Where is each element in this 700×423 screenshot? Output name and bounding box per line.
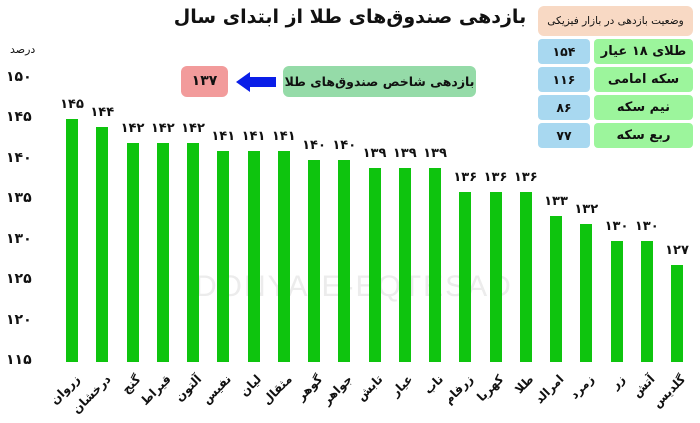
- x-tick-label: طلا: [512, 372, 537, 397]
- chart-title: بازدهی صندوق‌های طلا از ابتدای سال: [173, 6, 527, 28]
- bar: [247, 151, 260, 362]
- y-tick-label: ۱۳۵: [6, 190, 32, 206]
- bar: [671, 264, 683, 362]
- x-tick-label: جواهر: [319, 372, 356, 408]
- bar: [217, 151, 230, 362]
- bar-value-label: ۱۴۱: [241, 129, 266, 145]
- bar: [66, 119, 78, 362]
- physical-market-name: ربع سکه: [594, 123, 693, 148]
- x-tick-label: زمرد: [567, 372, 598, 402]
- x-tick-label: ناب: [421, 372, 446, 397]
- x-tick-label: زر: [607, 372, 628, 392]
- x-tick-label: آلتون: [171, 372, 204, 405]
- physical-market-value: ۱۱۶: [538, 67, 590, 92]
- index-return-label: بازدهی شاخص صندوق‌های طلا: [283, 66, 476, 97]
- y-axis-unit-label: درصد: [10, 43, 36, 56]
- physical-market-value: ۱۵۴: [538, 39, 590, 64]
- bar: [580, 224, 593, 362]
- x-tick-label: نفیس: [199, 372, 235, 407]
- index-return-value: ۱۳۷: [181, 66, 228, 97]
- bar-value-label: ۱۴۱: [271, 129, 296, 145]
- bar-value-label: ۱۳۶: [513, 169, 538, 185]
- bar-value-label: ۱۴۲: [150, 121, 175, 137]
- x-tick-label: زرفام: [441, 372, 477, 407]
- bar-value-label: ۱۳۳: [544, 194, 568, 210]
- physical-market-row: ۷۷ ربع سکه: [538, 123, 693, 148]
- bar-value-label: ۱۴۴: [90, 105, 115, 121]
- x-tick-label: قیراط: [137, 372, 174, 408]
- physical-market-value: ۷۷: [538, 123, 590, 148]
- bar-value-label: ۱۴۲: [120, 121, 145, 137]
- bar-value-label: ۱۴۰: [332, 137, 357, 153]
- bar-value-label: ۱۳۶: [483, 169, 508, 185]
- bar-value-label: ۱۴۵: [60, 97, 84, 112]
- bar-value-label: ۱۴۱: [211, 129, 236, 145]
- bar: [126, 143, 139, 362]
- bar: [277, 151, 290, 362]
- physical-market-value: ۸۶: [538, 95, 590, 120]
- bar-value-label: ۱۳۶: [453, 169, 478, 185]
- bar: [519, 191, 532, 362]
- bar-value-label: ۱۳۰: [634, 218, 659, 234]
- bar: [459, 191, 472, 362]
- y-tick-label: ۱۲۰: [6, 311, 32, 328]
- bar: [368, 167, 381, 362]
- y-tick-label: ۱۲۵: [6, 271, 32, 287]
- x-tick-label: کهربا: [474, 372, 507, 405]
- bar-value-label: ۱۲۷: [665, 242, 689, 258]
- bar-value-label: ۱۳۰: [604, 218, 629, 234]
- bar: [398, 167, 411, 362]
- physical-market-row: ۱۱۶ سکه امامی: [538, 67, 693, 92]
- bar-value-label: ۱۳۹: [392, 145, 417, 161]
- x-tick-label: امرالد: [532, 372, 567, 407]
- physical-market-table: وضعیت بازدهی در بازار فیزیکی ۱۵۴ طلای ۱۸…: [538, 6, 693, 151]
- bar: [338, 159, 351, 362]
- bar: [156, 143, 169, 362]
- bar-value-label: ۱۴۲: [181, 121, 205, 137]
- y-tick-label: ۱۳۰: [6, 230, 32, 247]
- bar: [96, 127, 109, 362]
- bar-value-label: ۱۴۰: [302, 137, 326, 153]
- y-tick-label: ۱۴۵: [6, 109, 32, 125]
- bar-value-label: ۱۳۹: [362, 145, 387, 161]
- physical-market-name: نیم سکه: [594, 95, 693, 120]
- physical-market-row: ۱۵۴ طلای ۱۸ عیار: [538, 39, 693, 64]
- bar: [640, 240, 653, 362]
- bar: [610, 240, 623, 362]
- physical-market-header: وضعیت بازدهی در بازار فیزیکی: [538, 6, 693, 36]
- physical-market-name: طلای ۱۸ عیار: [594, 39, 693, 64]
- y-tick-label: ۱۵۰: [6, 68, 32, 85]
- bar: [308, 159, 320, 362]
- bar: [187, 143, 199, 362]
- x-tick-label: مثقال: [259, 372, 295, 408]
- bar-value-label: ۱۳۲: [574, 202, 599, 218]
- bar-value-label: ۱۳۹: [423, 145, 447, 161]
- physical-market-name: سکه امامی: [594, 67, 693, 92]
- y-tick-label: ۱۱۵: [6, 352, 32, 368]
- y-tick-label: ۱۴۰: [6, 149, 32, 166]
- bar: [550, 216, 562, 362]
- bar: [489, 191, 502, 362]
- x-tick-label: گلدیس: [649, 372, 688, 411]
- x-tick-label: تابش: [353, 372, 386, 404]
- arrow-left-icon: [236, 72, 276, 92]
- physical-market-row: ۸۶ نیم سکه: [538, 95, 693, 120]
- bar: [429, 167, 441, 362]
- x-tick-label: گنج: [119, 372, 144, 397]
- x-tick-label: عیار: [388, 372, 416, 400]
